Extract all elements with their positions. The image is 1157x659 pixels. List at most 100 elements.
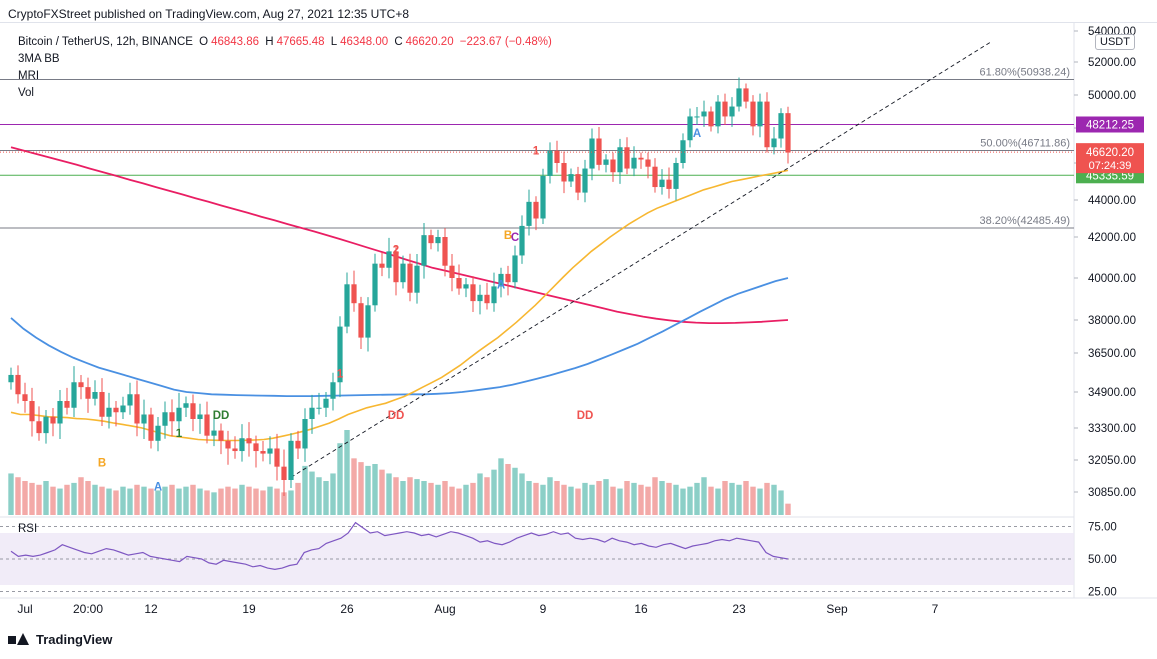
candle-body	[715, 101, 721, 127]
candle-body	[50, 416, 56, 424]
candle-body	[71, 382, 77, 408]
candle-body	[596, 138, 602, 165]
candle-body	[708, 111, 714, 127]
fib-level-label: 50.00%(46711.86)	[980, 138, 1070, 150]
volume-bar	[323, 481, 329, 515]
volume-bar	[764, 482, 770, 515]
y-tick-label: 52000.00	[1088, 57, 1136, 69]
candle-body	[757, 101, 763, 127]
candle-body	[204, 414, 210, 436]
candle-body	[778, 113, 784, 139]
candle-body	[232, 448, 238, 452]
volume-bar	[141, 486, 147, 515]
candle-body	[330, 382, 336, 399]
fib-level-label: 38.20%(42485.49)	[979, 215, 1070, 227]
volume-bar	[442, 481, 448, 515]
volume-bar	[463, 484, 469, 515]
volume-bar	[148, 488, 154, 515]
candle-body	[190, 403, 196, 419]
candle-body	[743, 88, 749, 102]
rsi-tick-label: 50.00	[1088, 554, 1117, 566]
candle-body	[694, 116, 700, 118]
indicator-mri[interactable]: MRI	[18, 70, 40, 82]
volume-bar	[197, 488, 203, 515]
volume-bar	[638, 484, 644, 515]
candle-body	[701, 111, 707, 117]
candle-body	[246, 438, 252, 444]
volume-bar	[547, 477, 553, 515]
candle-body	[372, 263, 378, 306]
candle-body	[624, 147, 630, 169]
last-price-tag	[1076, 143, 1144, 174]
volume-bar	[281, 492, 287, 515]
volume-bar	[736, 484, 742, 515]
candle-body	[456, 278, 462, 289]
volume-bar	[519, 473, 525, 515]
currency-badge[interactable]: USDT	[1095, 34, 1135, 50]
volume-bar	[561, 484, 567, 515]
y-tick-label: 30850.00	[1088, 487, 1136, 499]
volume-bar	[127, 488, 133, 515]
candle-body	[323, 398, 329, 408]
candle-body	[421, 235, 427, 266]
chart-legend: Bitcoin / TetherUS, 12h, BINANCE O 46843.…	[18, 34, 555, 102]
volume-bar	[253, 488, 259, 515]
tradingview-logo-icon	[8, 632, 30, 647]
candle-body	[295, 440, 301, 449]
volume-bar	[274, 488, 280, 515]
ma-fast-line	[10, 169, 789, 442]
x-tick-label: 9	[540, 602, 547, 616]
candle-body	[316, 407, 322, 409]
volume-bar	[302, 465, 308, 515]
candle-body	[673, 163, 679, 189]
candle-body	[442, 237, 448, 266]
candle-body	[449, 265, 455, 278]
candle-body	[589, 138, 595, 169]
symbol-title[interactable]: Bitcoin / TetherUS, 12h, BINANCE	[18, 36, 193, 48]
candle-body	[386, 251, 392, 268]
volume-bar	[260, 490, 266, 515]
candle-body	[470, 284, 476, 302]
last-price-label: 46620.20	[1086, 147, 1134, 159]
volume-bar	[659, 481, 665, 515]
volume-bar	[652, 477, 658, 515]
x-tick-label: Jul	[17, 602, 32, 616]
chart-annotation: DD	[388, 410, 405, 422]
volume-bar	[778, 490, 784, 515]
candle-body	[729, 106, 735, 117]
volume-bar	[365, 465, 371, 515]
indicator-3ma-bb[interactable]: 3MA BB	[18, 53, 60, 65]
volume-bar	[78, 477, 84, 515]
candle-body	[239, 438, 245, 452]
volume-bar	[106, 488, 112, 515]
volume-bar	[491, 469, 497, 515]
rsi-line	[10, 521, 789, 571]
rsi-label[interactable]: RSI	[18, 523, 38, 535]
volume-bar	[358, 462, 364, 515]
candle-body	[64, 401, 70, 408]
volume-bar	[22, 481, 28, 515]
volume-bar	[162, 486, 168, 515]
volume-bar	[771, 484, 777, 515]
volume-bar	[540, 484, 546, 515]
volume-bar	[750, 486, 756, 515]
volume-bar	[582, 482, 588, 515]
candle-body	[393, 251, 399, 283]
tradingview-footer[interactable]: TradingView	[8, 632, 112, 647]
candle-body	[652, 166, 658, 188]
candle-body	[183, 403, 189, 408]
indicator-vol[interactable]: Vol	[18, 87, 34, 99]
candle-body	[92, 392, 98, 399]
x-tick-label: 7	[932, 602, 939, 616]
volume-bar	[386, 473, 392, 515]
volume-bar	[71, 482, 77, 515]
candle-body	[400, 263, 406, 283]
volume-bar	[715, 488, 721, 515]
candle-body	[15, 374, 21, 395]
volume-bar	[456, 488, 462, 515]
volume-bar	[512, 467, 518, 515]
candle-body	[491, 286, 497, 304]
volume-bar	[50, 486, 56, 515]
x-tick-label: Sep	[826, 602, 848, 616]
